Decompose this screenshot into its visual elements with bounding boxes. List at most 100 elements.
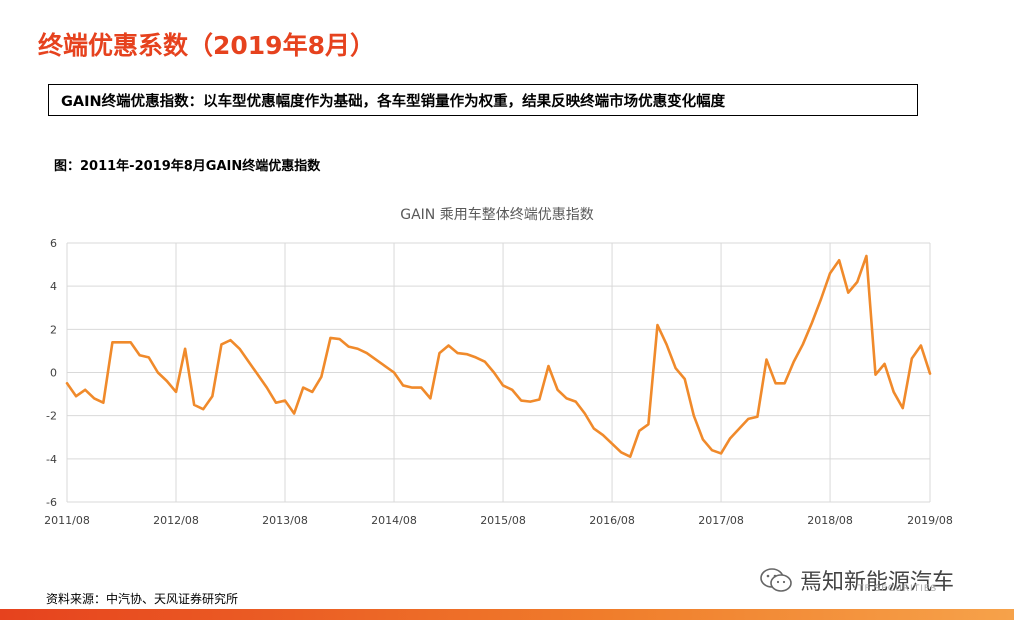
data-point: [275, 402, 277, 404]
data-point: [702, 438, 704, 440]
data-point: [665, 343, 667, 345]
x-tick-label: 2013/08: [262, 514, 308, 527]
y-tick-label: 2: [50, 323, 57, 336]
data-point: [556, 389, 558, 391]
data-point: [493, 371, 495, 373]
data-point: [783, 382, 785, 384]
y-tick-label: -2: [46, 410, 57, 423]
data-point: [293, 412, 295, 414]
data-point: [311, 391, 313, 393]
description-text: GAIN终端优惠指数：以车型优惠幅度作为基础，各车型销量作为权重，结果反映终端市…: [61, 93, 726, 110]
data-point: [611, 443, 613, 445]
data-point: [502, 384, 504, 386]
x-tick-label: 2011/08: [44, 514, 90, 527]
data-point: [247, 361, 249, 363]
data-point: [66, 382, 68, 384]
data-point: [93, 397, 95, 399]
bottom-accent-bar: [0, 609, 1014, 620]
y-tick-label: 4: [50, 280, 57, 293]
wechat-icon: [760, 568, 792, 592]
data-point: [366, 352, 368, 354]
data-point: [284, 399, 286, 401]
data-point: [429, 397, 431, 399]
watermark-text: 焉知新能源汽车: [800, 570, 955, 595]
data-point: [456, 352, 458, 354]
data-point: [111, 341, 113, 343]
gain-index-chart: GAIN 乘用车整体终端优惠指数 -6 -4 -2 0 2 4 6 2011/08 2012/0…: [44, 206, 953, 527]
data-point: [874, 373, 876, 375]
data-point: [157, 371, 159, 373]
data-point: [120, 341, 122, 343]
data-point: [656, 324, 658, 326]
data-point: [593, 427, 595, 429]
data-point: [302, 386, 304, 388]
data-point: [747, 418, 749, 420]
data-point: [447, 344, 449, 346]
data-point: [384, 365, 386, 367]
data-point: [102, 402, 104, 404]
data-point: [738, 427, 740, 429]
data-point: [565, 397, 567, 399]
y-tick-label: -4: [46, 453, 57, 466]
description-box: GAIN终端优惠指数：以车型优惠幅度作为基础，各车型销量作为权重，结果反映终端市…: [48, 84, 918, 116]
figure-caption: 图：2011年-2019年8月GAIN终端优惠指数: [54, 159, 321, 174]
data-point: [475, 356, 477, 358]
data-point: [229, 339, 231, 341]
data-point: [802, 343, 804, 345]
data-point: [184, 348, 186, 350]
x-tick-label: 2014/08: [371, 514, 417, 527]
data-point: [538, 398, 540, 400]
chart-gridlines: [66, 242, 931, 503]
data-point: [138, 354, 140, 356]
data-point: [883, 363, 885, 365]
data-point: [175, 391, 177, 393]
data-point: [892, 391, 894, 393]
x-tick-label: 2018/08: [807, 514, 853, 527]
data-point: [466, 353, 468, 355]
data-point: [338, 338, 340, 340]
data-point: [129, 341, 131, 343]
data-point: [720, 452, 722, 454]
data-point: [166, 380, 168, 382]
data-point: [329, 337, 331, 339]
data-point: [838, 259, 840, 261]
data-point: [774, 382, 776, 384]
data-point: [711, 449, 713, 451]
data-point: [320, 376, 322, 378]
data-point: [765, 358, 767, 360]
data-point: [84, 389, 86, 391]
data-point: [929, 372, 931, 374]
data-point: [393, 371, 395, 373]
chart-series: [65, 254, 932, 458]
data-point: [356, 348, 358, 350]
series-line: [65, 254, 932, 458]
data-point: [347, 345, 349, 347]
data-point: [520, 399, 522, 401]
data-point: [865, 255, 867, 257]
data-point: [693, 414, 695, 416]
data-point: [193, 404, 195, 406]
x-tick-label: 2015/08: [480, 514, 526, 527]
y-tick-label: 0: [50, 367, 57, 380]
data-point: [257, 373, 259, 375]
data-point: [402, 384, 404, 386]
data-point: [829, 272, 831, 274]
x-tick-label: 2016/08: [589, 514, 635, 527]
data-point: [75, 395, 77, 397]
data-point: [266, 386, 268, 388]
data-point: [684, 378, 686, 380]
data-point: [638, 430, 640, 432]
data-point: [529, 400, 531, 402]
watermark: 焉知新能源汽车: [758, 564, 954, 596]
data-point: [756, 416, 758, 418]
data-point: [420, 386, 422, 388]
y-tick-label: -6: [46, 496, 57, 509]
data-point: [202, 408, 204, 410]
data-point: [220, 343, 222, 345]
data-point: [511, 389, 513, 391]
page-title: 终端优惠系数（2019年8月）: [38, 31, 375, 60]
data-point: [793, 361, 795, 363]
data-point: [238, 348, 240, 350]
data-point: [575, 400, 577, 402]
data-point: [484, 361, 486, 363]
